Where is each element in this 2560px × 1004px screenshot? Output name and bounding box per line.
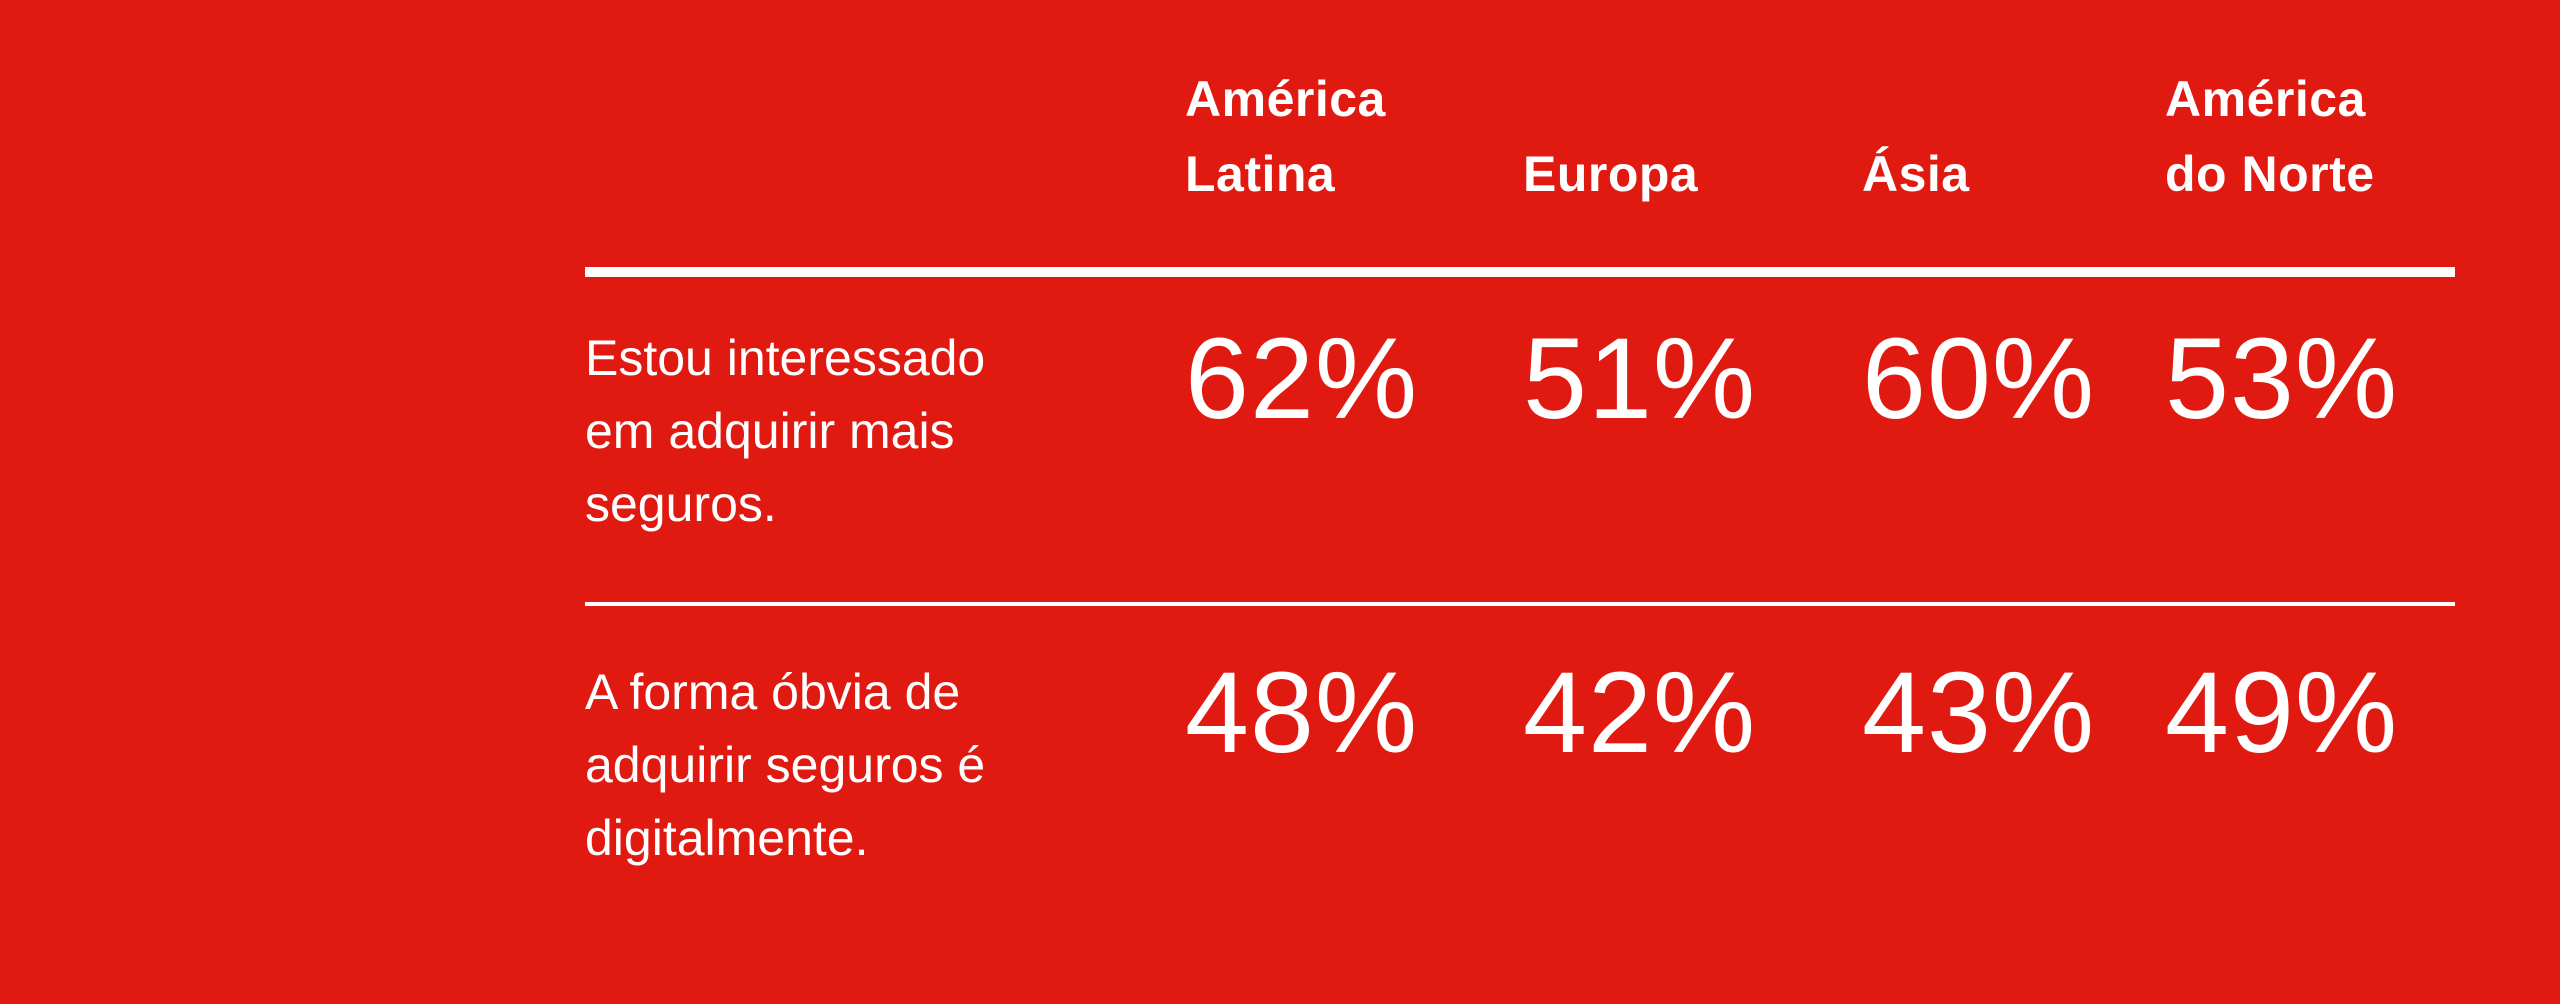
table-row: A forma óbvia de adquirir seguros é digi… bbox=[585, 606, 2455, 935]
table-row: Estou interessado em adquirir mais segur… bbox=[585, 277, 2455, 602]
header-divider-rule bbox=[585, 267, 2455, 277]
value-row1-europa: 51% bbox=[1523, 315, 1757, 443]
column-header-america-latina: América Latina bbox=[1185, 71, 1386, 202]
value-row2-europa: 42% bbox=[1523, 649, 1757, 777]
row-label-interessado: Estou interessado em adquirir mais segur… bbox=[585, 330, 986, 532]
column-header-america-do-norte: América do Norte bbox=[2165, 71, 2375, 202]
row-divider-rule bbox=[585, 602, 2455, 606]
value-row1-america-latina: 62% bbox=[1185, 315, 1419, 443]
value-row2-asia: 43% bbox=[1862, 649, 2096, 777]
value-row1-america-do-norte: 53% bbox=[2165, 315, 2399, 443]
column-header-europa: Europa bbox=[1523, 146, 1699, 202]
value-row2-america-latina: 48% bbox=[1185, 649, 1419, 777]
value-row2-america-do-norte: 49% bbox=[2165, 649, 2399, 777]
table-header-row: América Latina Europa Ásia América do No… bbox=[585, 62, 2455, 267]
value-row1-asia: 60% bbox=[1862, 315, 2096, 443]
row-label-forma-obvia: A forma óbvia de adquirir seguros é digi… bbox=[585, 664, 986, 866]
survey-stats-table: América Latina Europa Ásia América do No… bbox=[585, 62, 2455, 935]
column-header-asia: Ásia bbox=[1862, 146, 1970, 202]
